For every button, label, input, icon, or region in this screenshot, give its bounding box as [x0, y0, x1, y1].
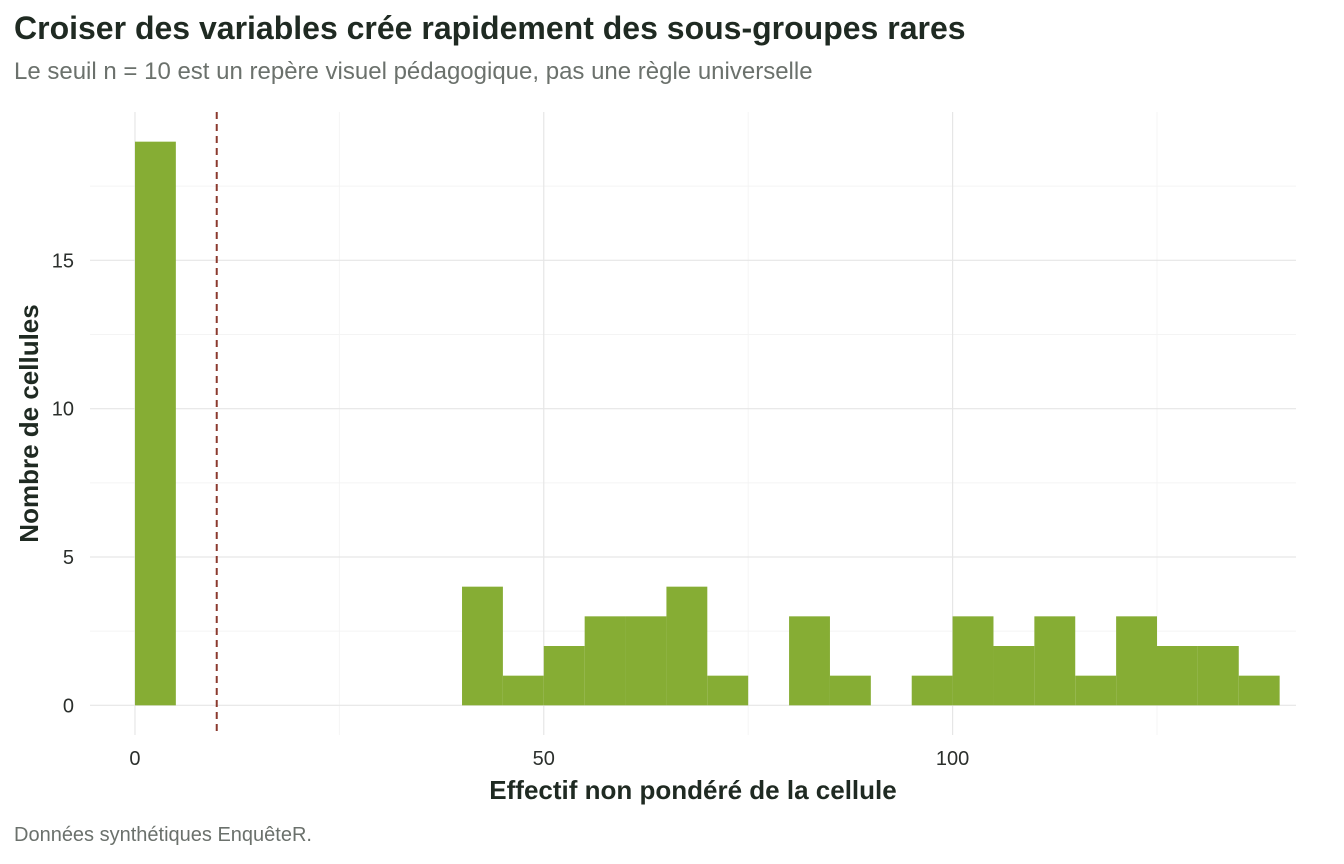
y-tick-label: 10	[52, 399, 74, 421]
histogram-bar	[911, 675, 953, 706]
histogram-bar	[789, 616, 830, 706]
histogram-bar	[1238, 675, 1280, 706]
histogram-bar	[1034, 616, 1076, 706]
x-axis-title: Effectif non pondéré de la cellule	[489, 775, 896, 805]
histogram-bar	[502, 675, 544, 706]
histogram-bars	[134, 141, 1280, 706]
histogram-bar	[134, 141, 176, 706]
histogram-bar	[543, 646, 585, 706]
histogram-bar	[1116, 616, 1158, 706]
histogram-bar	[1075, 675, 1117, 706]
x-tick-label: 50	[533, 748, 555, 770]
histogram-bar	[462, 586, 503, 706]
chart-title: Croiser des variables crée rapidement de…	[14, 10, 966, 46]
histogram-bar	[1197, 646, 1239, 706]
histogram-bar	[993, 646, 1035, 706]
histogram-bar	[1157, 646, 1198, 706]
histogram-bar	[666, 586, 708, 706]
x-tick-label: 100	[936, 748, 969, 770]
tick-labels: 0 5 10 15 0 50 100	[52, 250, 970, 770]
y-axis-title: Nombre de cellules	[14, 304, 44, 542]
y-tick-label: 0	[63, 695, 74, 717]
y-tick-label: 15	[52, 250, 74, 272]
histogram-bar	[829, 675, 871, 706]
histogram-bar	[625, 616, 667, 706]
chart-subtitle: Le seuil n = 10 est un repère visuel péd…	[14, 58, 813, 85]
histogram-bar	[952, 616, 994, 706]
x-tick-label: 0	[129, 748, 140, 770]
histogram-bar	[707, 675, 749, 706]
y-tick-label: 5	[63, 547, 74, 569]
chart-caption: Données synthétiques EnquêteR.	[14, 824, 312, 846]
histogram-bar	[584, 616, 626, 706]
